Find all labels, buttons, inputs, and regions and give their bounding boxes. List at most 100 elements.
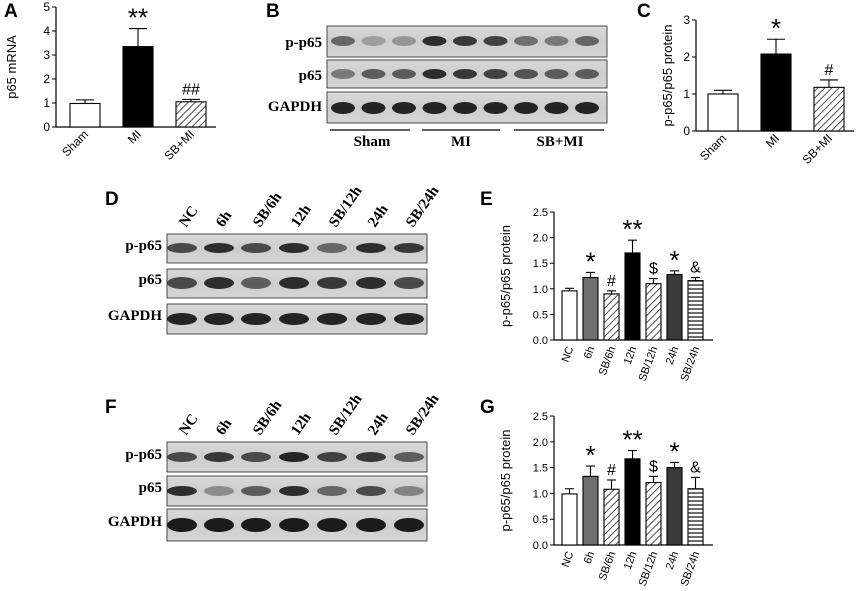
blot-band: [279, 313, 309, 325]
y-tick-label: 0.5: [533, 309, 548, 321]
blot-band: [392, 102, 416, 114]
blot-band: [544, 102, 569, 114]
bar: [561, 493, 578, 546]
blot-band: [331, 102, 355, 114]
blot-band: [331, 69, 355, 79]
blot-f-row-label-p-p65: p-p65: [125, 447, 162, 463]
blot-band: [483, 69, 508, 79]
x-tick-label: SB+MI: [800, 131, 836, 167]
blot-b-group-sb-mi: SB+MI: [537, 134, 584, 150]
blot-band: [394, 243, 424, 253]
blot-band: [394, 452, 424, 462]
bar: [666, 273, 683, 341]
significance-mark: **: [622, 425, 642, 455]
blot-band: [279, 518, 309, 532]
blot-band: [514, 102, 538, 114]
blot-band: [279, 277, 309, 289]
blot-lane-label: 24h: [365, 409, 392, 438]
blot-band: [204, 243, 234, 253]
blot-b-group-mi: MI: [451, 134, 471, 150]
blot-band: [279, 452, 309, 462]
y-tick-label: 3: [683, 13, 690, 27]
blot-band: [575, 102, 599, 114]
blot-f-row-label-p65: p65: [139, 480, 162, 496]
blot-lane-label: NC: [176, 203, 202, 230]
blot-band: [204, 486, 234, 496]
blot-band: [204, 518, 234, 532]
blot-band: [544, 69, 569, 79]
bar: [175, 101, 207, 128]
blot-band: [514, 69, 538, 79]
blot-band: [453, 102, 477, 114]
x-tick-label: MI: [763, 131, 782, 150]
blot-lane-label: 6h: [213, 208, 236, 231]
blot-band: [422, 36, 447, 46]
blot-band: [356, 486, 386, 496]
blot-band: [167, 518, 197, 532]
blot-band: [361, 36, 386, 46]
blot-band: [241, 518, 271, 532]
y-tick-label: 0.0: [533, 540, 548, 552]
blot-band: [394, 313, 424, 325]
significance-mark: *: [585, 246, 595, 276]
blot-lane-label: SB/24h: [403, 391, 443, 438]
bar: [122, 46, 154, 128]
blot-lane-label: 12h: [288, 201, 315, 230]
y-tick-label: 5: [43, 0, 50, 14]
blot-lane-label: NC: [176, 411, 202, 438]
blot-panel-b: p-p65 p65 GAPDH Sham MI SB+MI: [268, 25, 608, 150]
y-tick-label: 1.5: [533, 463, 548, 475]
blot-band: [356, 518, 386, 532]
significance-mark: &: [690, 260, 701, 277]
y-tick-label: 2: [683, 50, 690, 64]
bar: [561, 290, 578, 341]
blot-band: [241, 313, 271, 325]
significance-mark: **: [128, 3, 148, 33]
bar: [760, 53, 792, 132]
blot-lane-label: SB/24h: [403, 183, 443, 230]
bar: [624, 252, 641, 341]
x-tick-label: SB/12h: [637, 550, 661, 588]
x-tick-label: SB/6h: [597, 345, 619, 377]
x-tick-label: 6h: [582, 550, 597, 566]
bar: [813, 86, 845, 132]
blot-band: [279, 243, 309, 253]
blot-lane-label: 24h: [365, 201, 392, 230]
x-tick-label: NC: [560, 550, 577, 569]
chart-e: 0.0 0.5 1.0 1.5 2.0 2.5 p-p65/p65 protein NC * 6h…: [498, 207, 713, 383]
chart-a: 0 1 2 3 4 5 p65 mRNA Sham ** MI ## SB+MI: [4, 0, 216, 163]
blot-band: [167, 277, 197, 289]
panel-letter-e: E: [480, 189, 493, 210]
y-axis-label: p-p65/p65 protein: [498, 225, 513, 327]
significance-mark: $: [649, 261, 658, 278]
blot-band: [514, 36, 538, 46]
blot-band: [575, 69, 599, 79]
significance-mark: *: [669, 245, 679, 275]
blot-band: [317, 313, 347, 325]
blot-band: [167, 243, 197, 253]
bar: [687, 488, 704, 546]
blot-band: [394, 486, 424, 496]
y-tick-label: 1: [683, 87, 690, 101]
blot-band: [394, 277, 424, 289]
blot-band: [356, 452, 386, 462]
panel-letter-g: G: [480, 397, 495, 418]
blot-b-row-label-p-p65: p-p65: [285, 35, 322, 51]
panel-letter-f: F: [105, 397, 117, 418]
y-tick-label: 1.0: [533, 488, 548, 500]
blot-band: [204, 277, 234, 289]
blot-band: [544, 36, 569, 46]
y-tick-label: 0.0: [533, 335, 548, 347]
bar: [69, 102, 101, 128]
y-tick-label: 2.5: [533, 411, 548, 423]
blot-panel-f: NC 6h SB/6h 12h SB/12h 24h SB/24h p-p65 p65 GA…: [108, 391, 443, 542]
y-tick-label: 0.5: [533, 514, 548, 526]
blot-lane-label: SB/6h: [250, 397, 285, 438]
blot-d-row-label-p-p65: p-p65: [125, 238, 162, 254]
significance-mark: *: [585, 440, 595, 470]
significance-mark: #: [607, 462, 616, 479]
blot-band: [422, 69, 447, 79]
bar: [603, 293, 620, 341]
x-tick-label: SB/12h: [637, 345, 661, 383]
x-tick-label: 6h: [582, 345, 597, 361]
